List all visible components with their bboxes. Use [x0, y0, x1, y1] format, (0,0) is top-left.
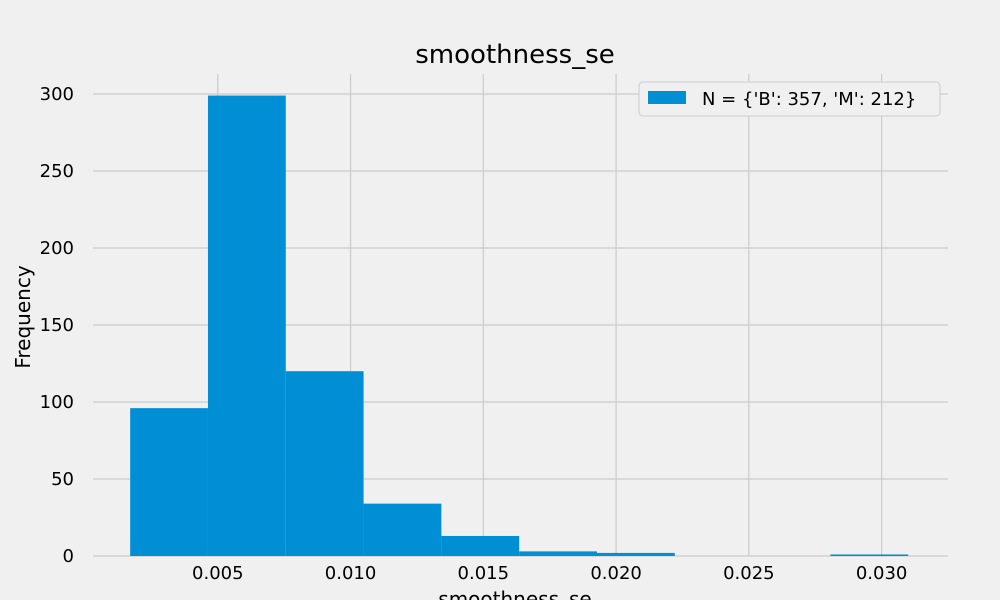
x-axis-label: smoothness_se [438, 587, 591, 600]
y-tick-labels: 0 50 100 150 200 250 300 [40, 84, 74, 567]
histogram-bar [285, 371, 364, 556]
legend-swatch [648, 91, 686, 104]
y-tick-label: 0 [63, 546, 74, 567]
y-tick-label: 200 [40, 238, 74, 259]
histogram-bar [519, 551, 597, 556]
bars [130, 95, 909, 556]
histogram-bar [207, 95, 286, 556]
x-tick-label: 0.025 [723, 563, 775, 584]
histogram-bar [130, 408, 208, 556]
x-tick-label: 0.015 [458, 563, 510, 584]
legend-box [638, 81, 941, 117]
y-tick-label: 300 [40, 84, 74, 105]
histogram-bar [363, 503, 442, 556]
x-tick-label: 0.005 [192, 563, 244, 584]
y-tick-label: 100 [40, 392, 74, 413]
histogram-bar [830, 554, 909, 556]
legend: N = {'B': 357, 'M': 212} [638, 81, 941, 117]
y-axis-label: Frequency [11, 265, 35, 368]
y-tick-label: 150 [40, 315, 74, 336]
x-tick-label: 0.020 [590, 563, 642, 584]
y-tick-label: 250 [40, 161, 74, 182]
histogram-bar [596, 552, 675, 556]
histogram-bar [441, 535, 520, 556]
x-tick-label: 0.010 [325, 563, 377, 584]
chart-title: smoothness_se [415, 40, 614, 70]
legend-entry: N = {'B': 357, 'M': 212} [702, 89, 916, 110]
y-tick-label: 50 [51, 469, 74, 490]
x-tick-labels: 0.005 0.010 0.015 0.020 0.025 0.030 [192, 563, 907, 584]
x-tick-label: 0.030 [856, 563, 908, 584]
